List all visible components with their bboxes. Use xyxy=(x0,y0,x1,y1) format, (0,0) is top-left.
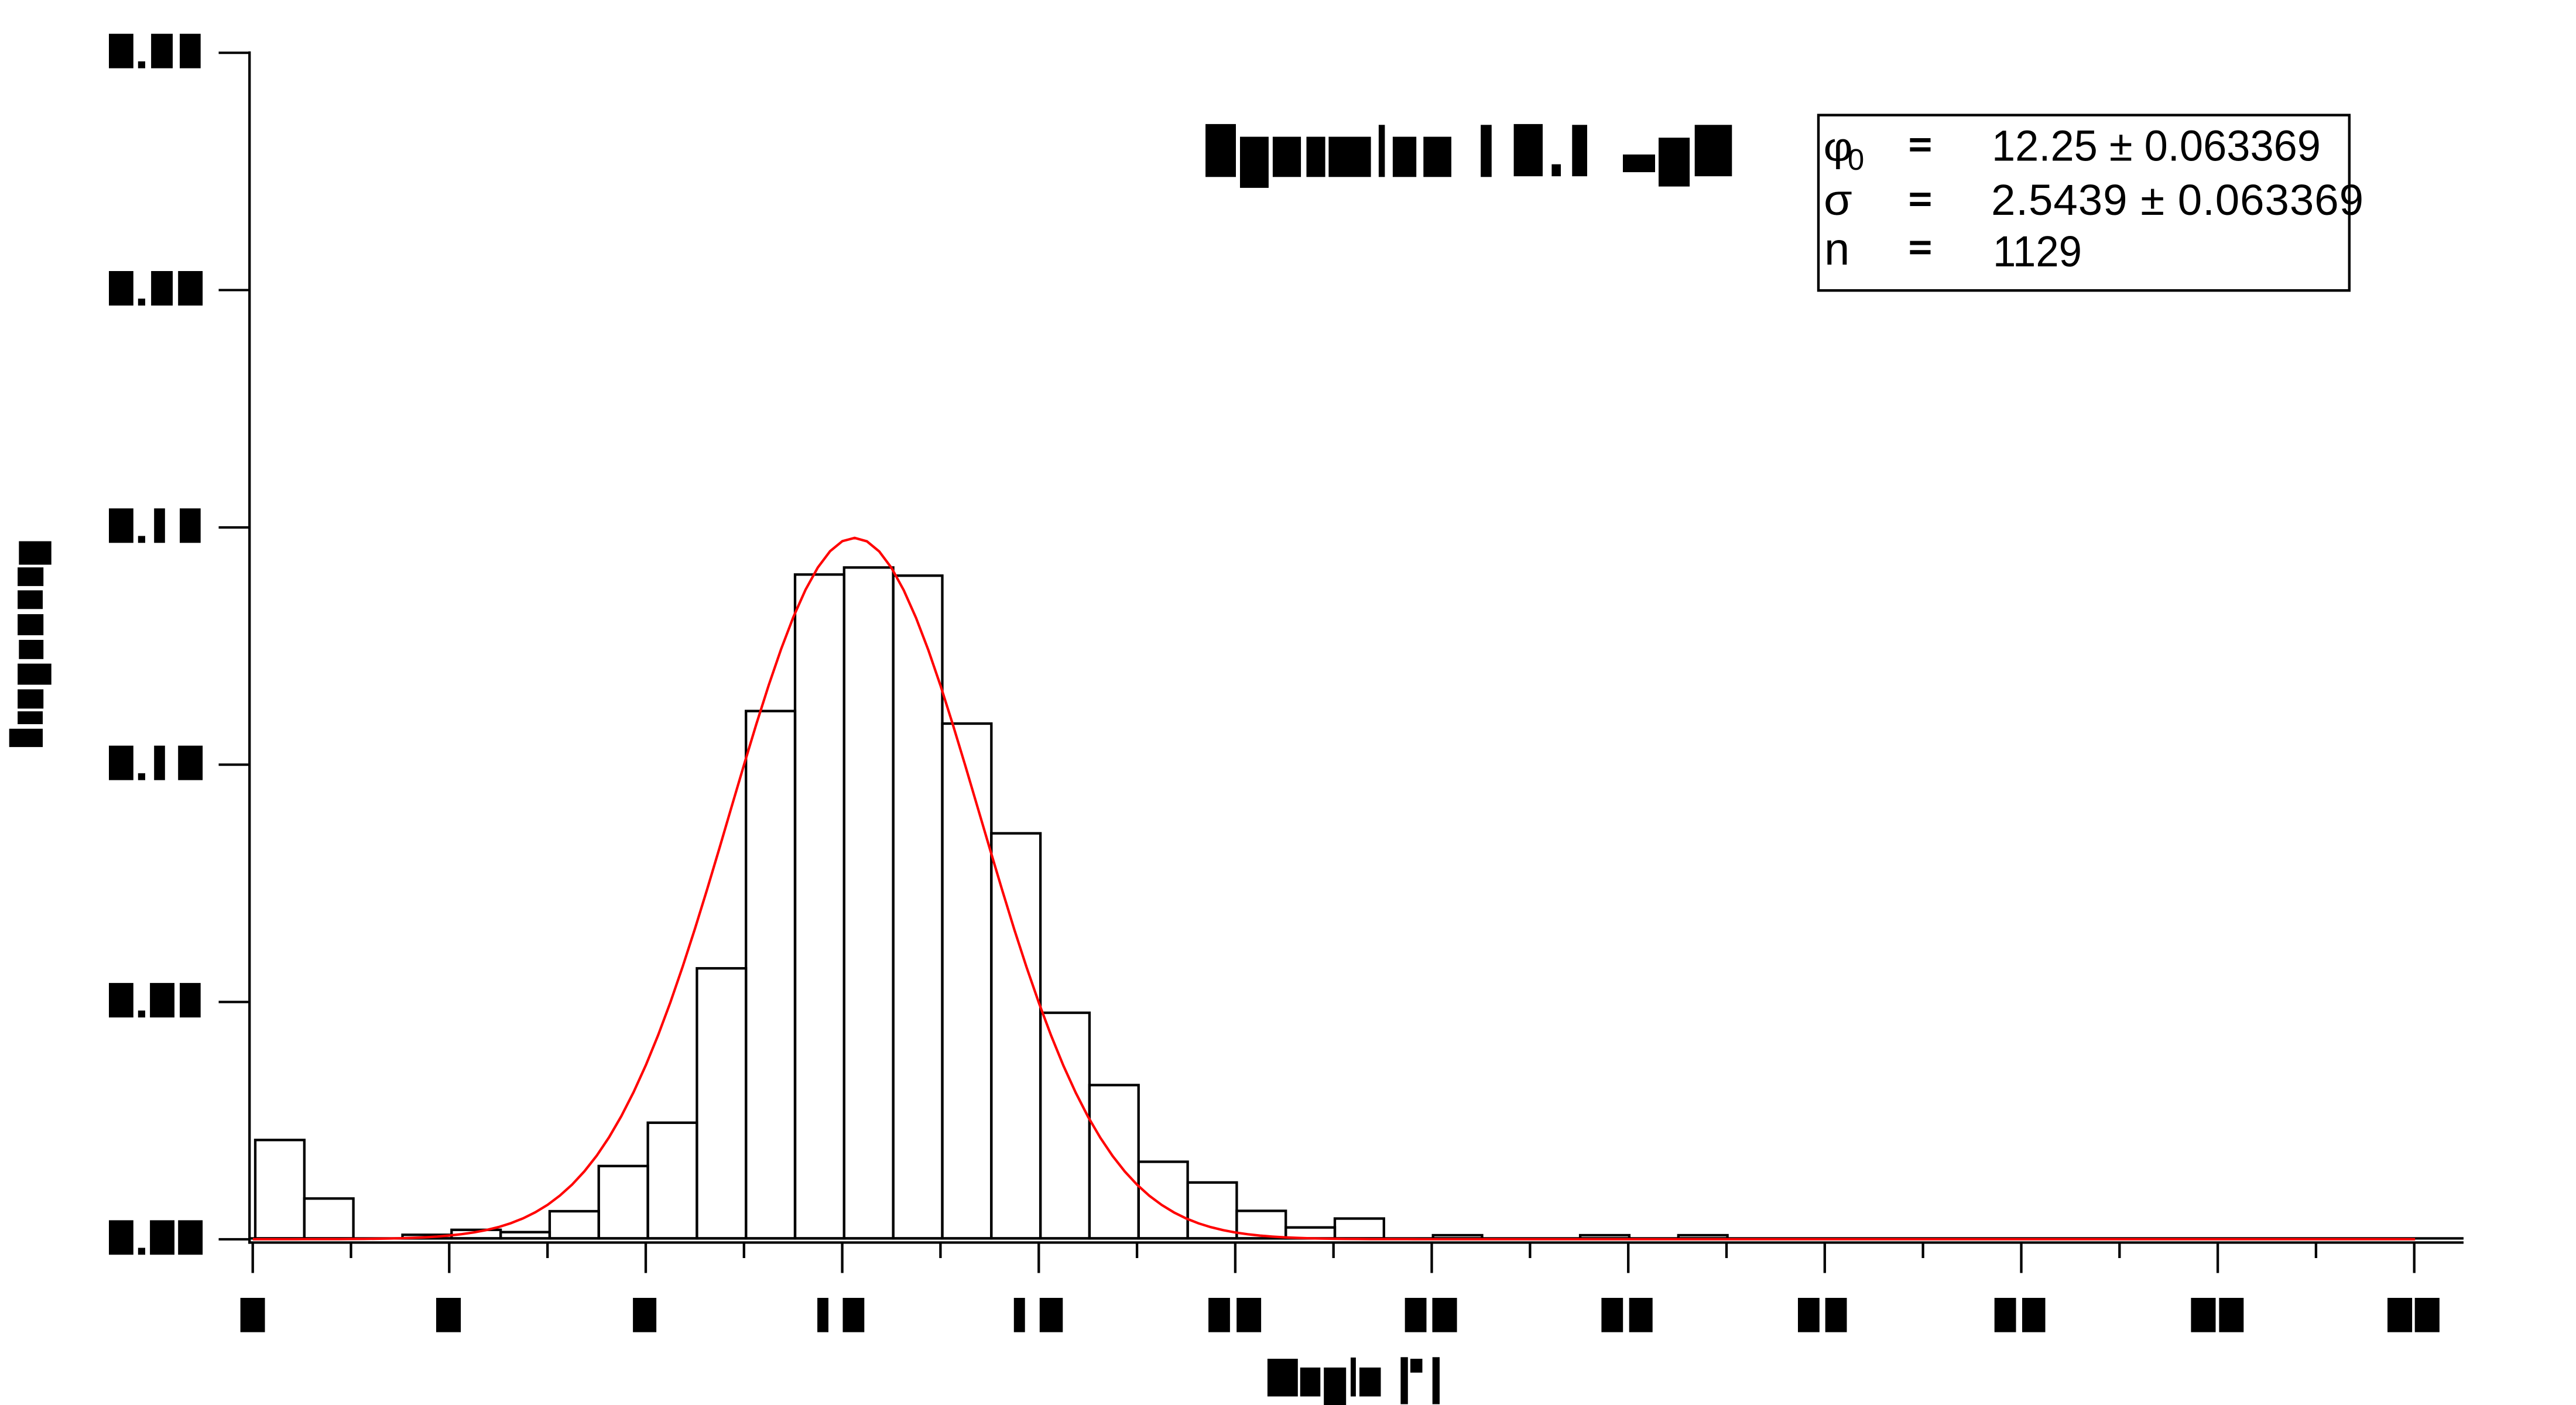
svg-text:2.5439 ± 0.063369: 2.5439 ± 0.063369 xyxy=(1991,176,2364,224)
svg-text:0: 0 xyxy=(1848,143,1864,176)
svg-text:1129: 1129 xyxy=(1993,227,2082,276)
svg-text:σ: σ xyxy=(1824,176,1852,224)
svg-text:12.25 ± 0.063369: 12.25 ± 0.063369 xyxy=(1992,121,2321,170)
svg-text:n: n xyxy=(1824,223,1849,275)
svg-text:φ: φ xyxy=(1824,125,1853,170)
